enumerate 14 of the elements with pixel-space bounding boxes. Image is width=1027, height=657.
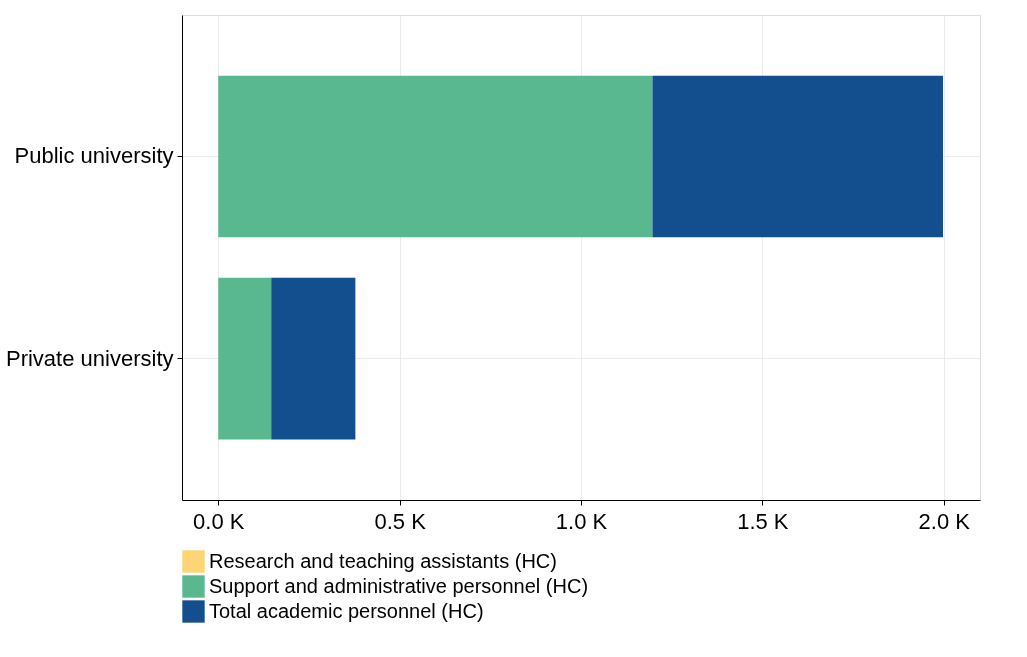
x-tick-label: 0.5 K: [374, 508, 427, 534]
x-tick-label: 2.0 K: [918, 508, 971, 534]
bar: [218, 75, 653, 238]
y-tick-label: Private university: [5, 345, 174, 371]
legend-label: Research and teaching assistants (HC): [209, 549, 557, 572]
x-tick-label: 1.0 K: [555, 508, 608, 534]
legend-label: Support and administrative personnel (HC): [209, 574, 589, 597]
legend-label: Total academic personnel (HC): [209, 599, 484, 622]
bar: [652, 75, 943, 238]
bar: [271, 277, 356, 440]
y-tick-label: Public university: [14, 143, 174, 169]
bar: [218, 277, 272, 440]
x-tick-label: 0.0 K: [193, 508, 245, 534]
x-tick-label: 1.5 K: [737, 508, 789, 534]
